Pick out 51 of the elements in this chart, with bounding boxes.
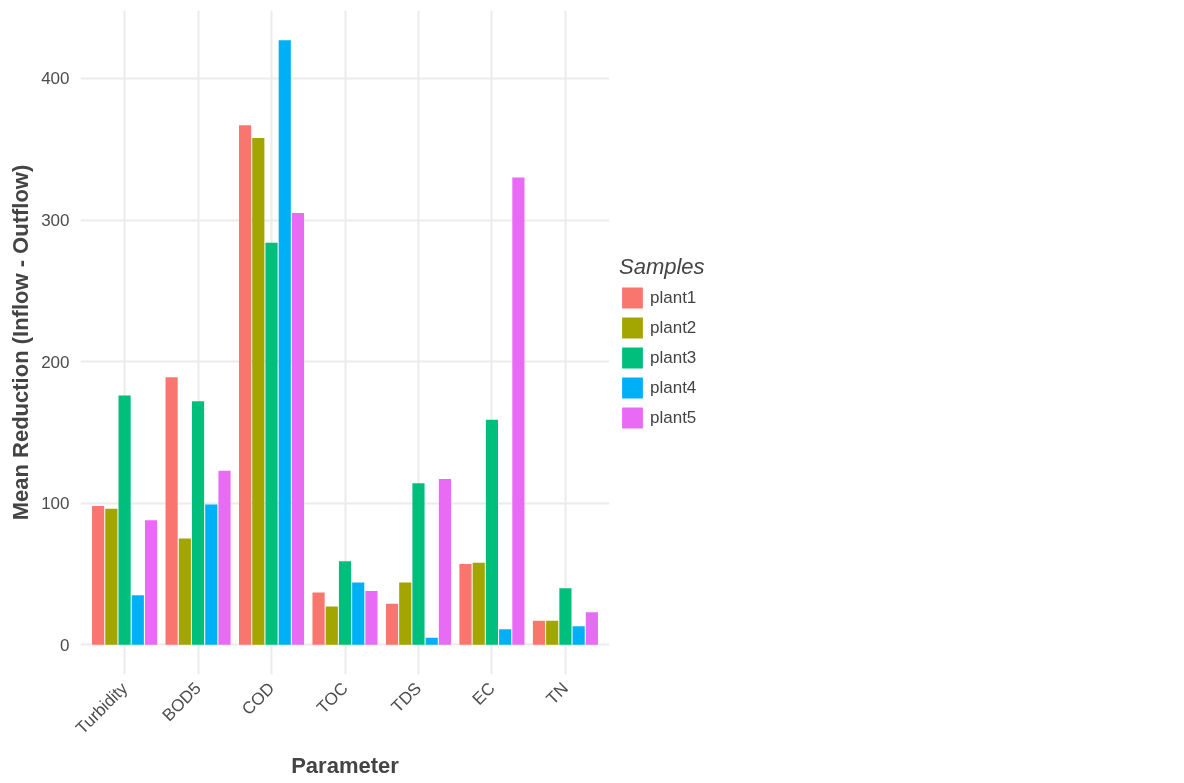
bar	[105, 508, 118, 645]
bar	[399, 582, 412, 645]
legend-label: plant4	[650, 377, 697, 398]
bar	[472, 562, 485, 645]
bar	[572, 626, 585, 645]
bar	[352, 582, 365, 645]
y-tick-label: 200	[41, 352, 70, 372]
bar	[178, 538, 191, 645]
bar	[485, 419, 499, 645]
bar	[144, 520, 158, 645]
bar	[546, 620, 559, 645]
bar	[278, 40, 291, 645]
y-axis-title: Mean Reduction (Inflow - Outflow)	[8, 164, 34, 521]
legend-label: plant3	[650, 347, 697, 368]
legend-label: plant5	[650, 407, 697, 428]
bar	[585, 612, 598, 645]
x-tick-label: TN	[542, 678, 573, 709]
y-tick-label: 300	[41, 211, 70, 231]
x-axis-title: Parameter	[291, 752, 400, 778]
bar	[165, 377, 178, 645]
legend-label: plant1	[650, 287, 697, 308]
bar	[325, 606, 338, 645]
bar	[338, 561, 352, 645]
bar	[459, 564, 472, 645]
bar	[532, 620, 546, 645]
bar	[499, 629, 512, 645]
bar	[312, 592, 325, 645]
bar	[238, 125, 252, 645]
bar	[512, 177, 525, 645]
bar	[92, 506, 105, 645]
legend-title: Samples	[619, 253, 705, 280]
y-tick-label: 400	[41, 69, 70, 89]
bar	[291, 212, 305, 645]
y-tick-label: 100	[41, 494, 70, 514]
x-tick-label: EC	[468, 678, 499, 709]
bar	[385, 603, 399, 645]
bar	[205, 504, 218, 645]
y-tick-label: 0	[60, 635, 70, 655]
bar	[118, 395, 131, 645]
x-tick-label: TDS	[387, 678, 426, 717]
bar	[265, 242, 278, 645]
bar	[252, 137, 265, 645]
legend-label: plant2	[650, 317, 697, 338]
bar	[438, 479, 452, 645]
bar	[131, 595, 144, 645]
bar	[425, 637, 438, 645]
bar	[365, 590, 378, 645]
bar	[218, 470, 231, 645]
bar	[559, 588, 572, 645]
bar	[412, 483, 425, 645]
bar	[191, 401, 205, 645]
